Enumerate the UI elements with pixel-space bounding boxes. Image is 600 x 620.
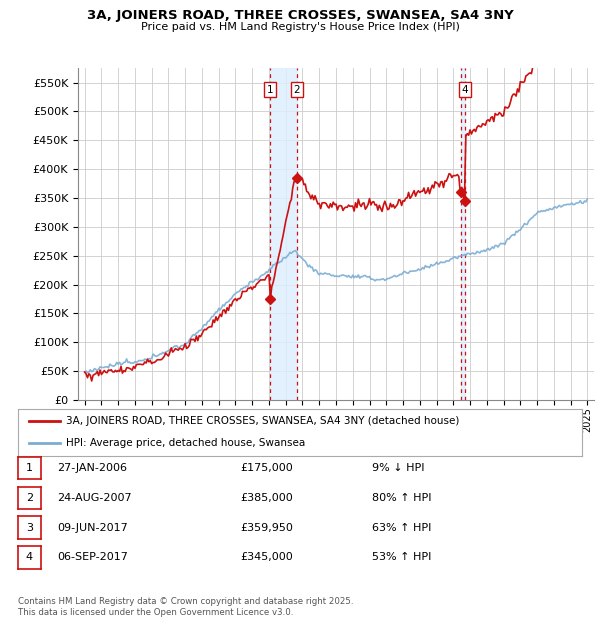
Text: £359,950: £359,950 <box>240 523 293 533</box>
Text: 1: 1 <box>26 463 33 473</box>
Text: £345,000: £345,000 <box>240 552 293 562</box>
Text: £385,000: £385,000 <box>240 493 293 503</box>
Bar <box>270 68 296 400</box>
Text: 27-JAN-2006: 27-JAN-2006 <box>57 463 127 473</box>
Text: £175,000: £175,000 <box>240 463 293 473</box>
Text: 06-SEP-2017: 06-SEP-2017 <box>57 552 128 562</box>
Text: 24-AUG-2007: 24-AUG-2007 <box>57 493 131 503</box>
Text: 4: 4 <box>26 552 33 562</box>
Text: 3: 3 <box>26 523 33 533</box>
Text: 4: 4 <box>461 85 468 95</box>
Text: 2: 2 <box>26 493 33 503</box>
Text: 1: 1 <box>267 85 274 95</box>
Text: 3A, JOINERS ROAD, THREE CROSSES, SWANSEA, SA4 3NY (detached house): 3A, JOINERS ROAD, THREE CROSSES, SWANSEA… <box>66 416 460 426</box>
Text: 09-JUN-2017: 09-JUN-2017 <box>57 523 128 533</box>
Text: 63% ↑ HPI: 63% ↑ HPI <box>372 523 431 533</box>
Text: 2: 2 <box>293 85 300 95</box>
Text: HPI: Average price, detached house, Swansea: HPI: Average price, detached house, Swan… <box>66 438 305 448</box>
Bar <box>461 68 464 400</box>
Text: 9% ↓ HPI: 9% ↓ HPI <box>372 463 425 473</box>
Text: Contains HM Land Registry data © Crown copyright and database right 2025.
This d: Contains HM Land Registry data © Crown c… <box>18 598 353 617</box>
Text: 80% ↑ HPI: 80% ↑ HPI <box>372 493 431 503</box>
Text: 3A, JOINERS ROAD, THREE CROSSES, SWANSEA, SA4 3NY: 3A, JOINERS ROAD, THREE CROSSES, SWANSEA… <box>86 9 514 22</box>
Text: Price paid vs. HM Land Registry's House Price Index (HPI): Price paid vs. HM Land Registry's House … <box>140 22 460 32</box>
Text: 53% ↑ HPI: 53% ↑ HPI <box>372 552 431 562</box>
